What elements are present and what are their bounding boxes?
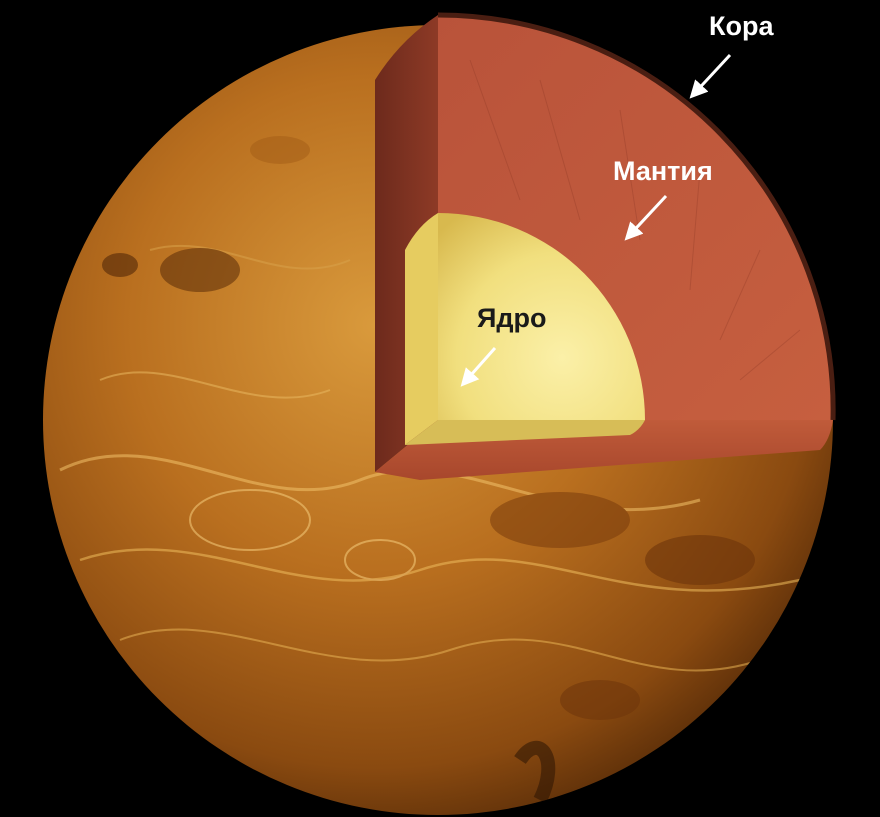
core-label: Ядро [477, 303, 547, 333]
cutaway-wedge [375, 12, 836, 480]
core-arrow [460, 347, 497, 387]
core-side-wall [405, 213, 438, 445]
core-layer [438, 213, 645, 420]
mantle-arrow [624, 194, 668, 241]
crust-label: Кора [709, 11, 774, 41]
mantle-label: Мантия [613, 156, 713, 186]
crust-arrow [689, 53, 732, 99]
core-floor [405, 420, 645, 445]
crust-layer [437, 12, 836, 421]
